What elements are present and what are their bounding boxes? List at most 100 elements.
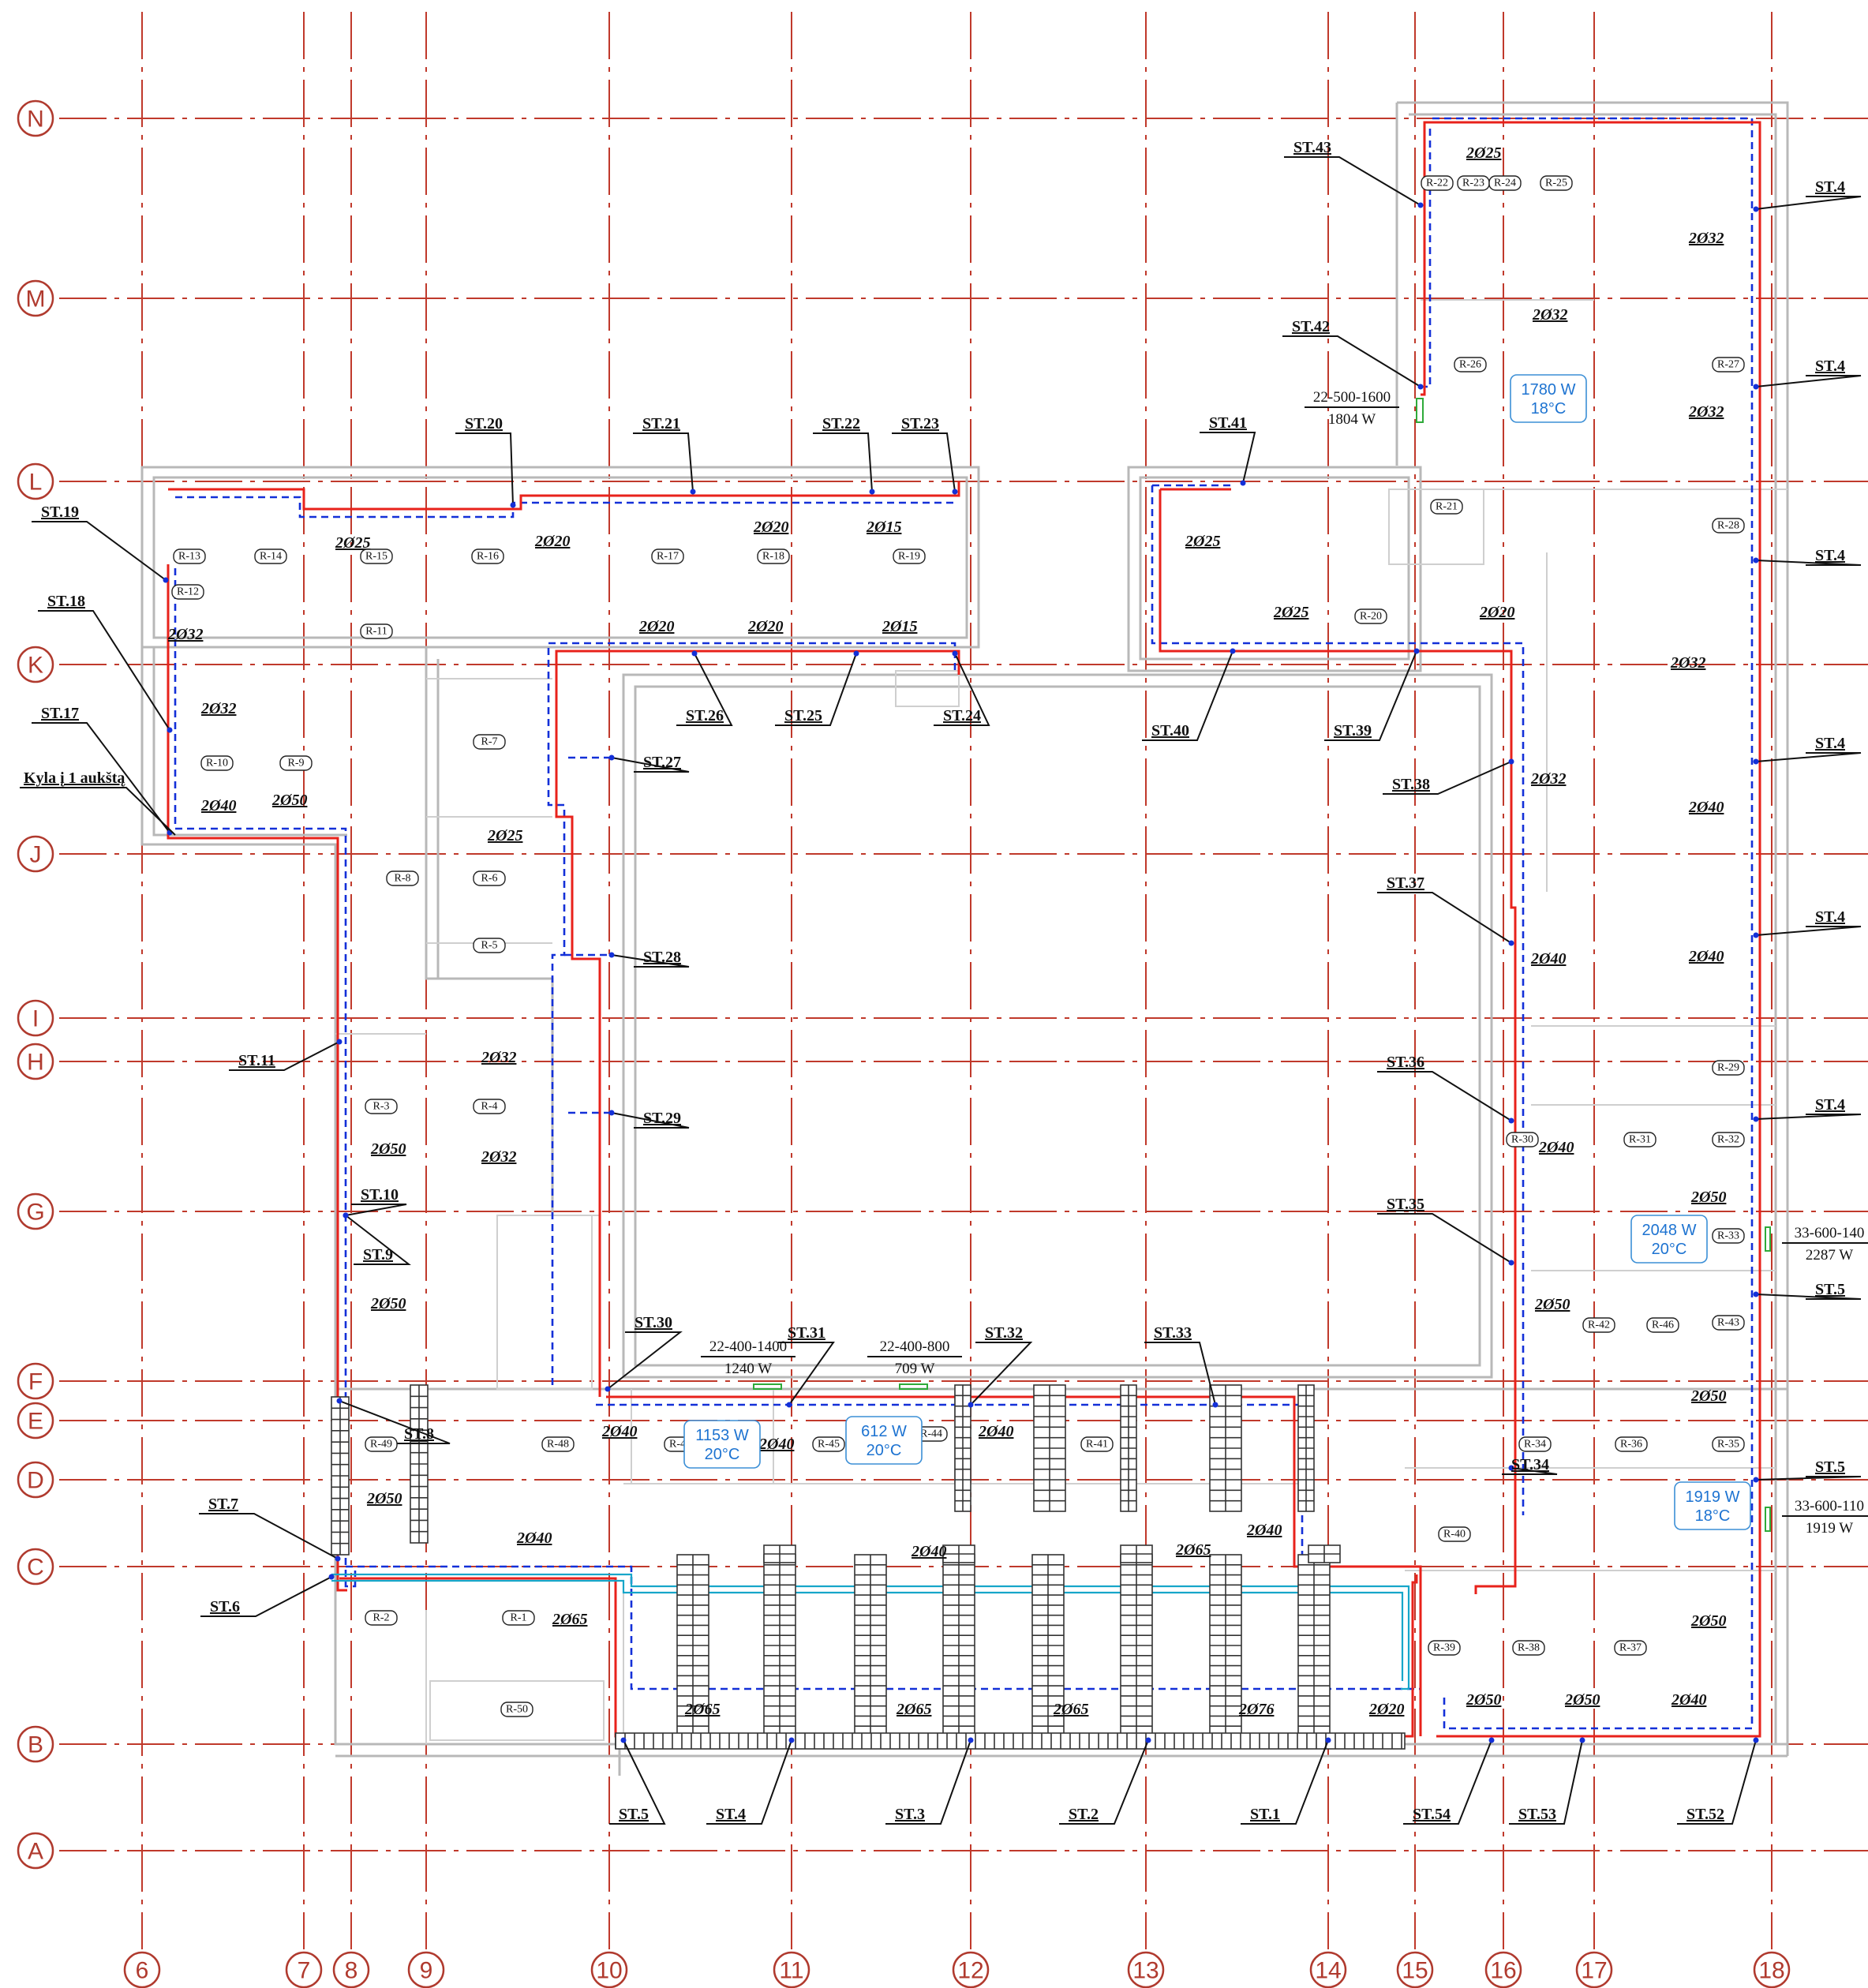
riser-node: [608, 952, 615, 958]
riser-leader: [345, 1215, 411, 1265]
riser-label: ST.1: [1250, 1806, 1280, 1823]
grid-bubble-col: [407, 1951, 445, 1988]
pipe-size-label: 2Ø32: [1530, 770, 1566, 788]
room-tag-text: R-15: [365, 551, 387, 563]
heat-load-temperature: 20°C: [705, 1446, 740, 1463]
riser-label: ST.7: [208, 1496, 238, 1513]
radiator: [942, 1544, 975, 1563]
grid-bubble-row: [17, 1043, 54, 1080]
riser-node: [1753, 557, 1759, 563]
heat-load-temperature: 20°C: [867, 1442, 902, 1459]
riser-node: [608, 1110, 615, 1116]
pipe-size-label: 2Ø20: [753, 519, 788, 536]
room-tag: R-15: [360, 548, 393, 564]
aux-pipes: [331, 1573, 1410, 1690]
radiator-type: 22-400-800: [880, 1338, 950, 1355]
riser-leader: [1755, 752, 1862, 762]
radiator-type: 22-500-1600: [1313, 389, 1391, 406]
room-tag-text: R-35: [1717, 1439, 1739, 1451]
riser-leader: [1144, 1342, 1216, 1406]
room-tag: R-12: [171, 584, 204, 600]
riser-leader: [611, 954, 690, 968]
riser-label: ST.8: [404, 1425, 434, 1443]
radiator-power: 709 W: [895, 1361, 935, 1377]
riser-leader: [1284, 156, 1421, 206]
riser-leader: [345, 1204, 407, 1216]
riser-node: [952, 650, 958, 657]
riser-label: ST.32: [985, 1324, 1023, 1342]
pipe-size-label: 2Ø50: [1690, 1612, 1726, 1630]
radiator-power: 2287 W: [1806, 1247, 1853, 1264]
room-tag: R-25: [1540, 175, 1573, 191]
room-tag-text: R-12: [177, 586, 199, 598]
riser-label: ST.22: [822, 415, 860, 432]
riser-node: [853, 650, 859, 657]
room-tag: R-2: [365, 1610, 398, 1626]
grid-bubble-col: [1396, 1951, 1434, 1988]
radiator-power: 1919 W: [1806, 1520, 1853, 1537]
room-tag: R-13: [173, 548, 206, 564]
riser-label: ST.30: [635, 1314, 672, 1331]
room-tag-text: R-46: [1652, 1320, 1674, 1331]
room-tag-text: R-33: [1717, 1230, 1739, 1242]
riser-leader: [1755, 196, 1862, 210]
riser-label: ST.26: [686, 707, 724, 724]
pipe-size-label: 2Ø50: [1466, 1691, 1501, 1709]
riser-label: ST.10: [361, 1186, 399, 1204]
pipe-size-label: 2Ø25: [335, 534, 370, 552]
riser-leader: [609, 1739, 666, 1825]
grid-bubble-col: [773, 1951, 810, 1988]
grid-bubble-row: [17, 99, 54, 137]
radiator-spec: 33-600-110 1919 W: [1782, 1498, 1868, 1537]
room-tag: R-42: [1582, 1317, 1615, 1333]
grid-label-col: 11: [779, 1958, 803, 1984]
heat-load-temperature: 18°C: [1695, 1507, 1731, 1525]
riser-node: [1753, 1116, 1759, 1122]
radiator: [1120, 1554, 1153, 1737]
pipe-size-label: 2Ø40: [978, 1423, 1013, 1440]
room-tag: R-24: [1488, 175, 1522, 191]
room-tag-text: R-20: [1360, 611, 1382, 623]
pipe-size-label: 2Ø40: [1538, 1139, 1574, 1156]
riser-leader: [676, 653, 733, 726]
riser-node: [167, 727, 173, 733]
grid-label-row: D: [27, 1468, 44, 1494]
radiator-spec: 22-400-800 709 W: [867, 1338, 962, 1377]
grid-label-col: 13: [1132, 1958, 1159, 1984]
room-tag: R-46: [1646, 1317, 1679, 1333]
room-tag-text: R-9: [288, 758, 305, 769]
riser-node: [786, 1402, 792, 1408]
room-tag-text: R-42: [1588, 1320, 1610, 1331]
pipe-size-label: 2Ø76: [1238, 1701, 1274, 1718]
room-tag: R-20: [1354, 608, 1387, 624]
pipe-size-label: 2Ø25: [1273, 604, 1308, 621]
radiator: [763, 1544, 796, 1563]
riser-leader: [1241, 1739, 1329, 1825]
heat-load-temperature: 20°C: [1652, 1241, 1687, 1258]
pipe-size-label: 2Ø40: [1671, 1691, 1706, 1709]
riser-node: [1753, 206, 1759, 212]
riser-label: ST.33: [1154, 1324, 1192, 1342]
grid-label-col: 14: [1315, 1958, 1341, 1984]
radiator-type: 33-600-110: [1795, 1498, 1864, 1514]
room-tag: R-48: [541, 1436, 575, 1452]
riser-label: ST.53: [1518, 1806, 1556, 1823]
room-tag-text: R-22: [1426, 178, 1448, 189]
radiator-power: 1240 W: [724, 1361, 772, 1377]
riser-leader: [1377, 1071, 1512, 1121]
pipe-size-label: 2Ø32: [1688, 403, 1724, 421]
pipe-size-label: 2Ø32: [481, 1148, 516, 1166]
riser-leader: [32, 722, 170, 833]
room-tag-text: R-43: [1717, 1317, 1739, 1329]
room-tag-text: R-8: [395, 873, 411, 885]
room-tag-text: R-36: [1620, 1439, 1642, 1451]
riser-node: [1753, 1291, 1759, 1297]
pipe-size-label: 2Ø40: [911, 1543, 946, 1560]
riser-label: ST.2: [1069, 1806, 1099, 1823]
riser-leader: [1142, 650, 1233, 741]
riser-node: [620, 1737, 627, 1743]
riser-label: ST.5: [619, 1806, 649, 1823]
riser-node: [1417, 202, 1424, 208]
room-tag: R-10: [200, 755, 234, 771]
pipe-size-label: 2Ø40: [1246, 1522, 1282, 1539]
